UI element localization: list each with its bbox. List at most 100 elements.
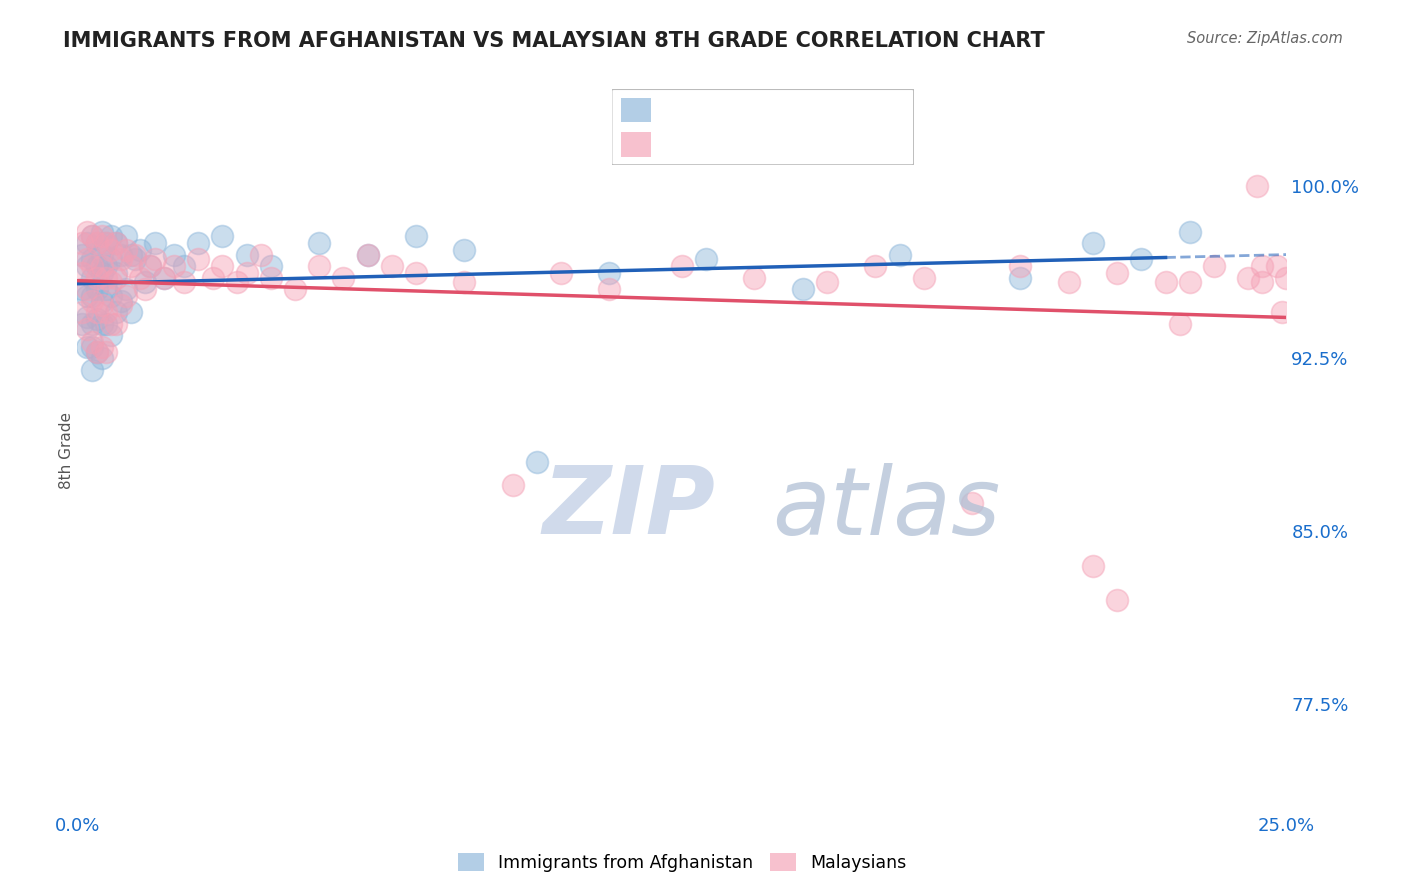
Point xyxy=(100,317,122,331)
Point xyxy=(120,248,142,262)
Point xyxy=(1251,260,1274,274)
Point xyxy=(1081,558,1104,573)
Point xyxy=(96,236,118,251)
Text: R =: R = xyxy=(664,101,696,119)
Point xyxy=(912,271,935,285)
Point xyxy=(120,305,142,319)
Point xyxy=(598,282,620,296)
Point xyxy=(235,266,257,280)
Point xyxy=(90,260,112,274)
Point xyxy=(1178,225,1201,239)
Point xyxy=(695,252,717,267)
Point xyxy=(1107,593,1129,607)
Point xyxy=(70,248,93,262)
Point xyxy=(134,276,156,290)
Point xyxy=(100,229,122,244)
Point xyxy=(96,271,118,285)
Point xyxy=(100,289,122,303)
Text: atlas: atlas xyxy=(773,463,1001,554)
Point xyxy=(100,276,122,290)
Point xyxy=(250,248,273,262)
Point xyxy=(76,310,98,324)
Point xyxy=(134,282,156,296)
Point xyxy=(211,229,233,244)
Point xyxy=(96,260,118,274)
Point xyxy=(76,252,98,267)
Point xyxy=(70,317,93,331)
Point xyxy=(100,252,122,267)
Point xyxy=(1271,305,1294,319)
Point xyxy=(96,305,118,319)
Point xyxy=(187,252,209,267)
Point xyxy=(792,282,814,296)
Point xyxy=(76,225,98,239)
Point xyxy=(76,236,98,251)
Point xyxy=(86,260,108,274)
Point xyxy=(163,260,186,274)
Point xyxy=(1275,271,1298,285)
FancyBboxPatch shape xyxy=(612,89,914,165)
Point xyxy=(100,328,122,343)
Point xyxy=(86,282,108,296)
Point xyxy=(1154,276,1177,290)
Point xyxy=(381,260,404,274)
Point xyxy=(889,248,911,262)
Text: N = 81: N = 81 xyxy=(793,136,860,153)
Point xyxy=(76,260,98,274)
Point xyxy=(143,236,166,251)
Point xyxy=(76,340,98,354)
Point xyxy=(100,244,122,258)
Point xyxy=(105,236,128,251)
Point xyxy=(226,276,249,290)
Point xyxy=(1107,266,1129,280)
Text: N = 68: N = 68 xyxy=(793,101,860,119)
Bar xyxy=(620,132,651,157)
Point xyxy=(90,266,112,280)
Point xyxy=(76,282,98,296)
Point xyxy=(1130,252,1153,267)
Text: Source: ZipAtlas.com: Source: ZipAtlas.com xyxy=(1187,31,1343,46)
Point xyxy=(114,289,136,303)
Point xyxy=(105,266,128,280)
Point xyxy=(211,260,233,274)
Point xyxy=(90,317,112,331)
Point xyxy=(90,293,112,308)
Point xyxy=(598,266,620,280)
Point xyxy=(284,282,307,296)
Point xyxy=(139,260,162,274)
Point xyxy=(453,244,475,258)
Point xyxy=(80,229,103,244)
Point xyxy=(90,229,112,244)
Point xyxy=(86,344,108,359)
Point xyxy=(153,271,176,285)
Point xyxy=(960,496,983,510)
Point xyxy=(110,293,132,308)
Point xyxy=(308,236,330,251)
Point xyxy=(90,351,112,366)
Point xyxy=(1081,236,1104,251)
Point xyxy=(356,248,378,262)
Point xyxy=(86,305,108,319)
Point xyxy=(124,248,146,262)
Point xyxy=(260,271,283,285)
Point xyxy=(105,271,128,285)
Text: IMMIGRANTS FROM AFGHANISTAN VS MALAYSIAN 8TH GRADE CORRELATION CHART: IMMIGRANTS FROM AFGHANISTAN VS MALAYSIAN… xyxy=(63,31,1045,51)
Point xyxy=(671,260,693,274)
Point xyxy=(173,276,195,290)
Point xyxy=(550,266,572,280)
Point xyxy=(80,229,103,244)
Point xyxy=(70,266,93,280)
Y-axis label: 8th Grade: 8th Grade xyxy=(59,412,73,489)
Point xyxy=(308,260,330,274)
Point xyxy=(114,229,136,244)
Point xyxy=(526,455,548,469)
Point xyxy=(1265,260,1288,274)
Point xyxy=(129,244,152,258)
Point xyxy=(80,260,103,274)
Point xyxy=(80,363,103,377)
Point xyxy=(405,229,427,244)
Point xyxy=(865,260,887,274)
Point xyxy=(86,271,108,285)
Point xyxy=(744,271,766,285)
Point xyxy=(70,236,93,251)
